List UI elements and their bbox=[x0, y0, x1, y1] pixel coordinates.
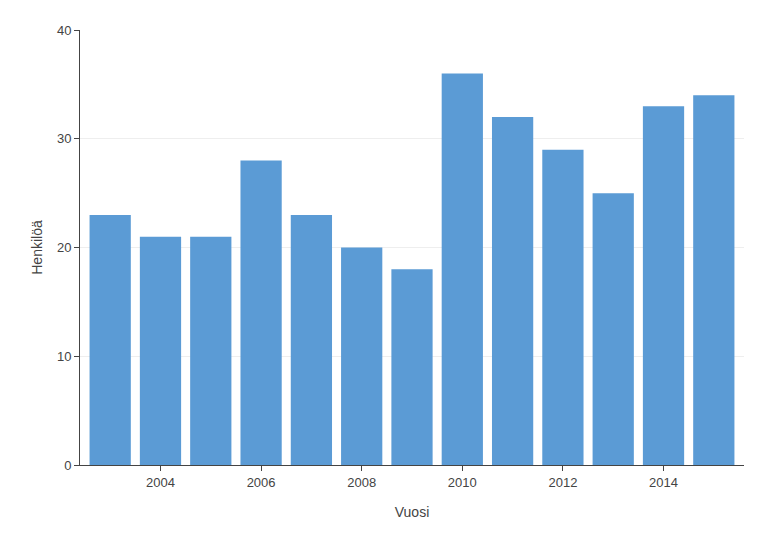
svg-text:40: 40 bbox=[57, 23, 71, 38]
svg-text:30: 30 bbox=[57, 131, 71, 146]
svg-text:20: 20 bbox=[57, 240, 71, 255]
svg-text:0: 0 bbox=[64, 458, 71, 473]
svg-text:2010: 2010 bbox=[448, 475, 477, 490]
svg-text:2012: 2012 bbox=[548, 475, 577, 490]
svg-text:10: 10 bbox=[57, 349, 71, 364]
svg-text:2014: 2014 bbox=[649, 475, 678, 490]
svg-text:Henkilöä: Henkilöä bbox=[29, 220, 45, 275]
svg-text:2008: 2008 bbox=[347, 475, 376, 490]
svg-text:2004: 2004 bbox=[146, 475, 175, 490]
svg-text:Vuosi: Vuosi bbox=[395, 504, 430, 520]
svg-text:2006: 2006 bbox=[247, 475, 276, 490]
